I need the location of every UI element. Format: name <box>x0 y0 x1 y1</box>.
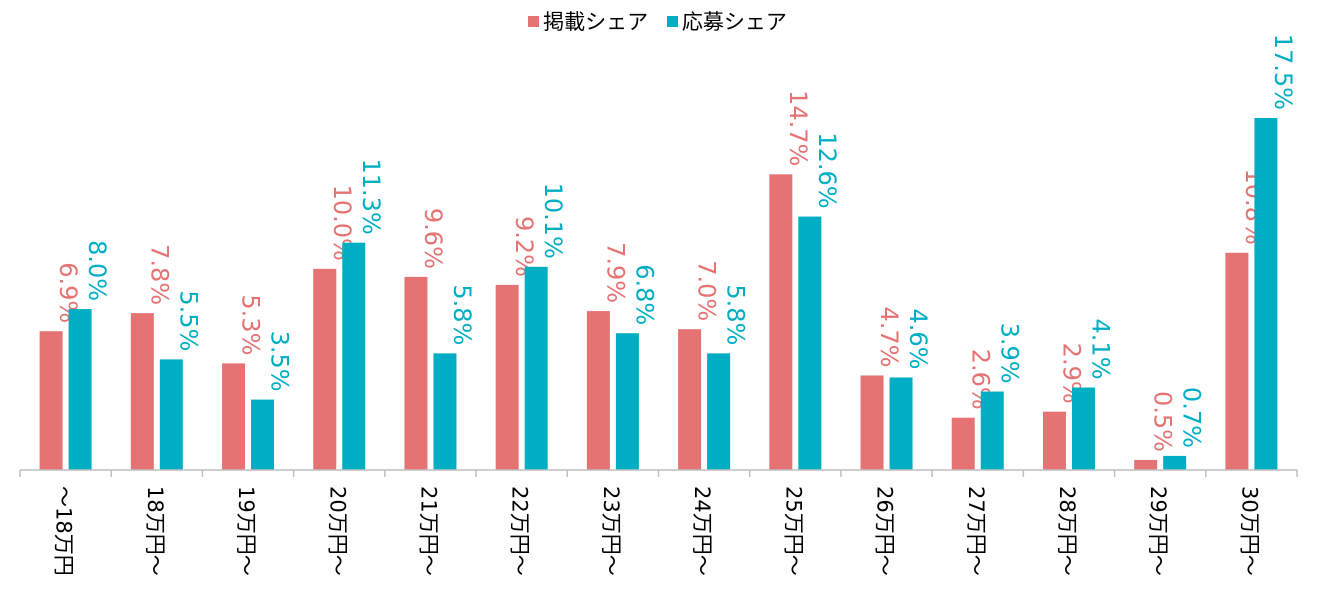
data-label-application-11: 4.1% <box>1086 319 1114 380</box>
legend-item-listing-share: 掲載シェア <box>528 6 648 36</box>
x-tick-label-5: 22万円～ <box>508 486 532 576</box>
x-tick-label-0: ～18万円 <box>52 486 76 576</box>
x-tick-label-2: 19万円～ <box>234 486 258 576</box>
data-label-application-5: 10.1% <box>539 183 567 259</box>
data-label-application-3: 11.3% <box>357 158 385 234</box>
x-tick-label-11: 28万円～ <box>1055 486 1079 576</box>
data-label-application-12: 0.7% <box>1178 387 1206 448</box>
bar-listing-3 <box>313 268 337 470</box>
x-tick-label-13: 30万円～ <box>1237 486 1261 576</box>
data-label-application-4: 5.8% <box>448 284 476 345</box>
data-label-listing-6: 7.9% <box>601 242 629 303</box>
data-label-listing-4: 9.6% <box>419 208 447 269</box>
legend-swatch-application-share <box>666 15 678 27</box>
data-label-application-7: 5.8% <box>722 284 750 345</box>
bar-listing-13 <box>1225 252 1249 470</box>
chart-legend: 掲載シェア 応募シェア <box>0 6 1323 36</box>
data-label-listing-7: 7.0% <box>693 260 721 321</box>
bar-application-2 <box>251 399 275 470</box>
bar-application-7 <box>707 353 731 470</box>
bar-application-6 <box>615 333 639 470</box>
data-label-application-13: 17.5% <box>1269 34 1297 110</box>
bar-application-5 <box>524 266 548 470</box>
x-tick-label-9: 26万円～ <box>873 486 897 576</box>
bar-application-12 <box>1163 455 1187 470</box>
bar-application-8 <box>798 216 822 470</box>
data-label-application-0: 8.0% <box>83 240 111 301</box>
data-label-listing-8: 14.7% <box>784 90 812 166</box>
x-tick-label-1: 18万円～ <box>143 486 167 576</box>
legend-item-application-share: 応募シェア <box>666 6 787 36</box>
x-tick-label-6: 23万円～ <box>599 486 623 576</box>
bar-application-1 <box>159 359 183 470</box>
data-label-application-10: 3.9% <box>995 323 1023 384</box>
data-label-application-9: 4.6% <box>904 308 932 369</box>
bar-listing-1 <box>130 313 154 470</box>
bar-listing-8 <box>769 174 793 470</box>
data-label-listing-5: 9.2% <box>510 216 538 277</box>
data-label-application-1: 5.5% <box>174 290 202 351</box>
bar-listing-5 <box>495 284 519 470</box>
bar-listing-2 <box>222 363 246 470</box>
bar-listing-11 <box>1042 411 1066 470</box>
x-tick-label-7: 24万円～ <box>690 486 714 576</box>
bar-application-4 <box>433 353 457 470</box>
x-tick-label-4: 21万円～ <box>416 486 440 576</box>
data-label-application-8: 12.6% <box>813 132 841 208</box>
x-tick-label-12: 29万円～ <box>1146 486 1170 576</box>
data-label-listing-2: 5.3% <box>237 294 265 355</box>
x-tick-label-3: 20万円～ <box>325 486 349 576</box>
data-label-listing-12: 0.5% <box>1149 391 1177 452</box>
data-label-listing-1: 7.8% <box>145 244 173 305</box>
data-label-application-6: 6.8% <box>630 264 658 325</box>
bar-listing-7 <box>678 329 702 470</box>
bar-application-13 <box>1254 118 1278 470</box>
legend-label-application-share: 応募シェア <box>681 10 787 34</box>
x-tick-label-10: 27万円～ <box>964 486 988 576</box>
data-label-application-2: 3.5% <box>266 331 294 392</box>
bar-listing-10 <box>951 417 975 470</box>
bar-application-3 <box>342 242 366 470</box>
bar-application-9 <box>889 377 913 470</box>
bar-application-0 <box>68 309 92 470</box>
bar-listing-6 <box>586 311 610 470</box>
bar-application-11 <box>1071 387 1095 470</box>
bar-listing-9 <box>860 375 884 470</box>
bar-listing-0 <box>39 331 63 470</box>
data-label-listing-9: 4.7% <box>875 306 903 367</box>
bar-listing-12 <box>1134 459 1158 470</box>
legend-swatch-listing-share <box>528 15 540 27</box>
bar-application-10 <box>980 391 1004 470</box>
bar-listing-4 <box>404 276 428 470</box>
x-tick-label-8: 25万円～ <box>781 486 805 576</box>
legend-label-listing-share: 掲載シェア <box>543 10 649 34</box>
